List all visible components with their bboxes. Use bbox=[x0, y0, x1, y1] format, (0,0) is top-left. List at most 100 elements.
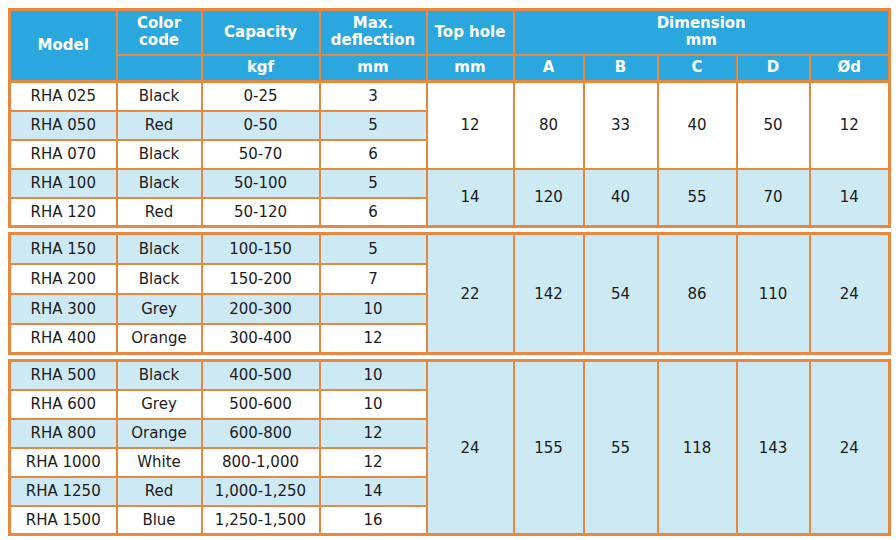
header-dim-a: A bbox=[514, 55, 584, 82]
cell-model: RHA 300 bbox=[10, 294, 117, 324]
cell-capacity: 100-150 bbox=[202, 234, 320, 264]
cell-color-code: Grey bbox=[117, 294, 202, 324]
cell-dim-b: 33 bbox=[584, 82, 658, 169]
table-row: RHA 025 Black 0-25 3 12 80 33 40 50 12 bbox=[10, 82, 890, 111]
header-max-deflection-unit: mm bbox=[320, 55, 427, 82]
header-dim-b: B bbox=[584, 55, 658, 82]
cell-capacity: 0-50 bbox=[202, 111, 320, 140]
cell-capacity: 500-600 bbox=[202, 390, 320, 419]
cell-deflection: 14 bbox=[320, 477, 427, 506]
cell-dim-b: 40 bbox=[584, 169, 658, 227]
cell-deflection: 6 bbox=[320, 140, 427, 169]
cell-color-code: Black bbox=[117, 234, 202, 264]
cell-capacity: 50-100 bbox=[202, 169, 320, 198]
cell-dim-od: 24 bbox=[810, 361, 890, 535]
cell-dim-b: 55 bbox=[584, 361, 658, 535]
cell-color-code: Grey bbox=[117, 390, 202, 419]
cell-capacity: 400-500 bbox=[202, 361, 320, 390]
spec-table-block-2: RHA 150 Black 100-150 5 22 142 54 86 110… bbox=[8, 232, 891, 355]
header-color-code: Color code bbox=[117, 10, 202, 55]
cell-deflection: 5 bbox=[320, 111, 427, 140]
header-capacity: Capacity bbox=[202, 10, 320, 55]
cell-color-code: Orange bbox=[117, 419, 202, 448]
cell-deflection: 6 bbox=[320, 198, 427, 227]
cell-dim-c: 118 bbox=[658, 361, 737, 535]
cell-dim-c: 40 bbox=[658, 82, 737, 169]
cell-model: RHA 600 bbox=[10, 390, 117, 419]
cell-capacity: 150-200 bbox=[202, 264, 320, 294]
table-row: RHA 500 Black 400-500 10 24 155 55 118 1… bbox=[10, 361, 890, 390]
header-top-hole-unit: mm bbox=[427, 55, 514, 82]
cell-top-hole: 12 bbox=[427, 82, 514, 169]
header-model: Model bbox=[10, 10, 117, 82]
cell-deflection: 12 bbox=[320, 448, 427, 477]
cell-deflection: 16 bbox=[320, 506, 427, 535]
cell-color-code: Red bbox=[117, 198, 202, 227]
cell-model: RHA 1000 bbox=[10, 448, 117, 477]
cell-deflection: 12 bbox=[320, 419, 427, 448]
cell-capacity: 50-120 bbox=[202, 198, 320, 227]
cell-color-code: Black bbox=[117, 361, 202, 390]
spec-table-block-3: RHA 500 Black 400-500 10 24 155 55 118 1… bbox=[8, 359, 891, 536]
cell-model: RHA 1500 bbox=[10, 506, 117, 535]
cell-color-code: Black bbox=[117, 82, 202, 111]
cell-deflection: 12 bbox=[320, 324, 427, 354]
cell-model: RHA 400 bbox=[10, 324, 117, 354]
cell-dim-d: 70 bbox=[737, 169, 810, 227]
table-row: RHA 100 Black 50-100 5 14 120 40 55 70 1… bbox=[10, 169, 890, 198]
cell-deflection: 10 bbox=[320, 361, 427, 390]
cell-color-code: Black bbox=[117, 140, 202, 169]
cell-color-code: White bbox=[117, 448, 202, 477]
header-dim-od: Ød bbox=[810, 55, 890, 82]
cell-model: RHA 070 bbox=[10, 140, 117, 169]
cell-color-code: Black bbox=[117, 264, 202, 294]
cell-model: RHA 800 bbox=[10, 419, 117, 448]
cell-deflection: 5 bbox=[320, 169, 427, 198]
header-dim-d: D bbox=[737, 55, 810, 82]
header-dim-c: C bbox=[658, 55, 737, 82]
cell-model: RHA 500 bbox=[10, 361, 117, 390]
cell-color-code: Blue bbox=[117, 506, 202, 535]
cell-model: RHA 200 bbox=[10, 264, 117, 294]
cell-model: RHA 1250 bbox=[10, 477, 117, 506]
cell-model: RHA 100 bbox=[10, 169, 117, 198]
cell-color-code: Orange bbox=[117, 324, 202, 354]
cell-dim-od: 14 bbox=[810, 169, 890, 227]
cell-dim-od: 12 bbox=[810, 82, 890, 169]
cell-model: RHA 025 bbox=[10, 82, 117, 111]
header-top-hole: Top hole bbox=[427, 10, 514, 55]
cell-top-hole: 24 bbox=[427, 361, 514, 535]
cell-capacity: 800-1,000 bbox=[202, 448, 320, 477]
cell-deflection: 7 bbox=[320, 264, 427, 294]
cell-dim-b: 54 bbox=[584, 234, 658, 354]
cell-color-code: Red bbox=[117, 477, 202, 506]
cell-deflection: 3 bbox=[320, 82, 427, 111]
cell-capacity: 1,000-1,250 bbox=[202, 477, 320, 506]
cell-dim-a: 120 bbox=[514, 169, 584, 227]
cell-capacity: 600-800 bbox=[202, 419, 320, 448]
header-color-code-unit bbox=[117, 55, 202, 82]
header-capacity-unit: kgf bbox=[202, 55, 320, 82]
cell-model: RHA 120 bbox=[10, 198, 117, 227]
header-row-1: Model Color code Capacity Max. deflectio… bbox=[10, 10, 890, 55]
cell-deflection: 10 bbox=[320, 390, 427, 419]
table-row: RHA 150 Black 100-150 5 22 142 54 86 110… bbox=[10, 234, 890, 264]
cell-color-code: Black bbox=[117, 169, 202, 198]
cell-color-code: Red bbox=[117, 111, 202, 140]
cell-dim-od: 24 bbox=[810, 234, 890, 354]
cell-dim-a: 155 bbox=[514, 361, 584, 535]
cell-model: RHA 050 bbox=[10, 111, 117, 140]
cell-dim-c: 55 bbox=[658, 169, 737, 227]
cell-dim-c: 86 bbox=[658, 234, 737, 354]
spec-table-block-1: Model Color code Capacity Max. deflectio… bbox=[8, 8, 891, 228]
cell-dim-d: 110 bbox=[737, 234, 810, 354]
cell-capacity: 300-400 bbox=[202, 324, 320, 354]
spec-sheet-page: Model Color code Capacity Max. deflectio… bbox=[0, 0, 896, 540]
header-row-2: kgf mm mm A B C D Ød bbox=[10, 55, 890, 82]
cell-deflection: 5 bbox=[320, 234, 427, 264]
cell-dim-a: 80 bbox=[514, 82, 584, 169]
cell-dim-d: 143 bbox=[737, 361, 810, 535]
cell-capacity: 1,250-1,500 bbox=[202, 506, 320, 535]
header-max-deflection: Max. deflection bbox=[320, 10, 427, 55]
cell-dim-a: 142 bbox=[514, 234, 584, 354]
